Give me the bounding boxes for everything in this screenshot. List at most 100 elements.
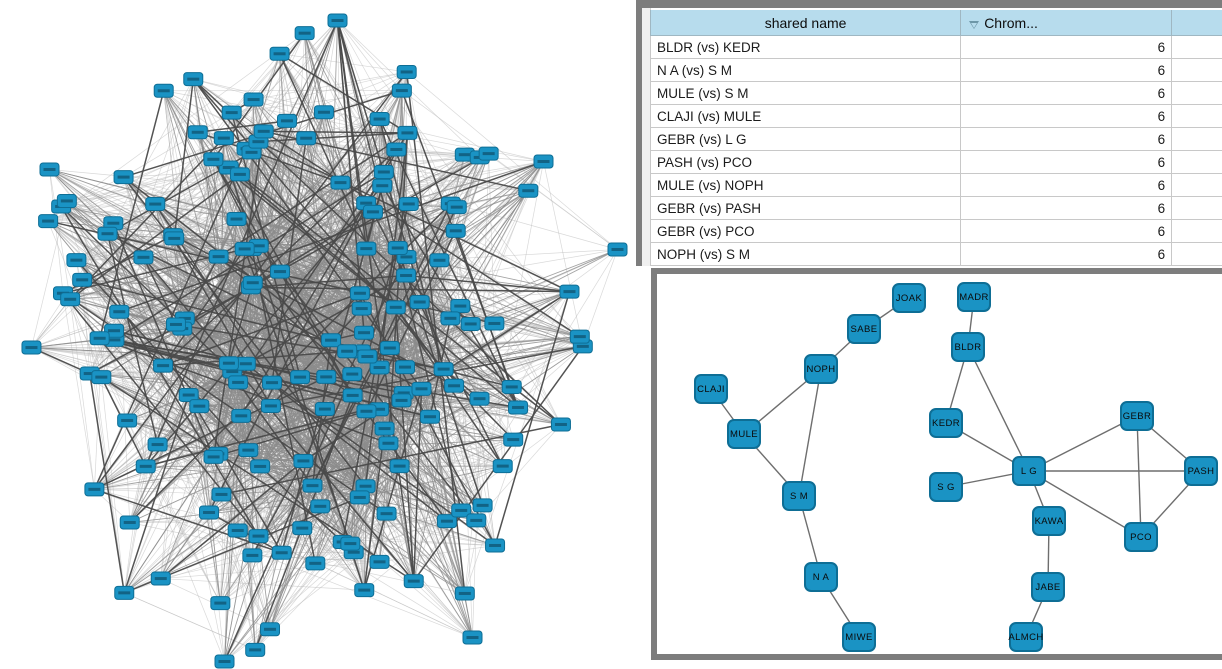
cell-shared_name[interactable]: N A (vs) S M (650, 58, 962, 82)
full-network-node-label (554, 422, 567, 426)
cell-chromosome[interactable]: 6 (960, 127, 1173, 151)
cell-shared_name[interactable]: PASH (vs) PCO (650, 150, 962, 174)
subnetwork-node-bldr[interactable]: BLDR (951, 332, 985, 362)
full-network-node-label (390, 147, 403, 151)
cell-shared_name[interactable]: CLAJI (vs) MULE (650, 104, 962, 128)
full-network-node-label (611, 248, 624, 251)
subnetwork-node-label: GEBR (1122, 410, 1152, 422)
subnetwork-node-pco[interactable]: PCO (1124, 522, 1158, 552)
table-row[interactable]: N A (vs) S M610000000140000006.6 (650, 58, 1222, 82)
subnetwork-canvas[interactable]: CLAJI MULE NOPH SABE JOAK S M N A MIWE MADR BLDR K… (657, 274, 1222, 654)
subnetwork-node-miwe[interactable]: MIWE (842, 622, 876, 652)
subnetwork-node-joak[interactable]: JOAK (892, 283, 926, 313)
subnetwork-node-gebr[interactable]: GEBR (1120, 401, 1154, 431)
subnetwork-node-sg[interactable]: S G (929, 472, 963, 502)
full-network-edge (352, 395, 562, 425)
subnetwork-node-noph[interactable]: NOPH (804, 354, 838, 384)
full-network-node-label (383, 346, 396, 350)
table-row[interactable]: MULE (vs) S M614000000200000007.5 (650, 81, 1222, 105)
table-row[interactable]: NOPH (vs) S M636000000420000009.9 (650, 242, 1222, 266)
subnetwork-node-claji[interactable]: CLAJI (694, 374, 728, 404)
full-network-edge (271, 382, 477, 521)
table-row[interactable]: BLDR (vs) KEDR61170000000192.0 (650, 35, 1222, 59)
cell-shared_name[interactable]: BLDR (vs) KEDR (650, 35, 962, 59)
subnetwork-edge[interactable] (1028, 415, 1138, 472)
subnetwork-node-pash[interactable]: PASH (1184, 456, 1218, 486)
full-network-node-label (139, 464, 152, 468)
full-network-node-label (280, 119, 293, 123)
cell-chromosome[interactable]: 6 (960, 242, 1173, 266)
cell-chromosome[interactable]: 6 (960, 104, 1173, 128)
cell-start_point[interactable]: 30000000 (1171, 127, 1222, 151)
cell-start_point[interactable]: 36000000 (1171, 196, 1222, 220)
table-row[interactable]: GEBR (vs) L G6300000004300000016.9 (650, 127, 1222, 151)
cell-shared_name[interactable]: MULE (vs) S M (650, 81, 962, 105)
full-network-edge (142, 256, 415, 582)
subnetwork-node-sabe[interactable]: SABE (847, 314, 881, 344)
cell-shared_name[interactable]: GEBR (vs) L G (650, 127, 962, 151)
cell-shared_name[interactable]: GEBR (vs) PCO (650, 219, 962, 243)
cell-start_point[interactable]: 1 (1171, 35, 1222, 59)
full-network-edge (237, 149, 397, 383)
full-network-edge (99, 248, 367, 339)
column-header-shared-name[interactable]: shared name (650, 10, 962, 36)
cell-chromosome[interactable]: 6 (960, 196, 1173, 220)
subnetwork-edge[interactable] (967, 346, 1030, 472)
subnetwork-edge[interactable] (1028, 470, 1142, 538)
cell-start_point[interactable]: 25000000 (1171, 104, 1222, 128)
table-scroll-area[interactable]: shared name Chrom... Start po... End poi… (650, 10, 1222, 266)
table-row[interactable]: PASH (vs) PCO6340000004200000011.4 (650, 150, 1222, 174)
cell-chromosome[interactable]: 6 (960, 150, 1173, 174)
subnetwork-node-kawa[interactable]: KAWA (1032, 506, 1066, 536)
table-row[interactable]: GEBR (vs) PCO636000000420000008.4 (650, 219, 1222, 243)
full-network-edge (336, 20, 445, 370)
column-header-chromosome[interactable]: Chrom... (960, 10, 1173, 36)
cell-shared_name[interactable]: NOPH (vs) S M (650, 242, 962, 266)
full-network-node-label (169, 322, 182, 326)
subnetwork-node-sm[interactable]: S M (782, 481, 816, 511)
subnetwork-node-almch[interactable]: ALMCH (1008, 622, 1043, 652)
cell-start_point[interactable]: 36000000 (1171, 242, 1222, 266)
edge-attribute-table[interactable]: shared name Chrom... Start po... End poi… (650, 10, 1222, 266)
full-network-panel[interactable] (0, 0, 636, 669)
table-row[interactable]: MULE (vs) NOPH6350000004200000010.5 (650, 173, 1222, 197)
subnetwork-node-mule[interactable]: MULE (727, 419, 761, 449)
subnetwork-node-kedr[interactable]: KEDR (929, 408, 963, 438)
cell-chromosome[interactable]: 6 (960, 35, 1173, 59)
full-network-edge (145, 185, 383, 467)
full-network-node-label (149, 202, 162, 206)
subnetwork-node-label: CLAJI (697, 383, 725, 395)
full-network-edge (337, 20, 584, 347)
column-header-start-point[interactable]: Start po... (1171, 10, 1222, 36)
cell-shared_name[interactable]: MULE (vs) NOPH (650, 173, 962, 197)
subnetwork-node-lg[interactable]: L G (1012, 456, 1046, 486)
cell-chromosome[interactable]: 6 (960, 58, 1173, 82)
full-network-node-label (391, 246, 404, 250)
cell-start_point[interactable]: 36000000 (1171, 219, 1222, 243)
subnetwork-edge[interactable] (1136, 415, 1142, 538)
subnetwork-node-label: MADR (959, 291, 989, 303)
full-network-edge (239, 174, 409, 205)
cell-start_point[interactable]: 34000000 (1171, 150, 1222, 174)
cell-chromosome[interactable]: 6 (960, 173, 1173, 197)
cell-start_point[interactable]: 35000000 (1171, 173, 1222, 197)
table-row[interactable]: GEBR (vs) PASH636000000420000008.9 (650, 196, 1222, 220)
cell-chromosome[interactable]: 6 (960, 81, 1173, 105)
full-network-node-label (225, 111, 238, 115)
subnetwork-node-madr[interactable]: MADR (957, 282, 991, 312)
full-network-node-label (113, 310, 126, 314)
subnetwork-node-jabe[interactable]: JABE (1031, 572, 1065, 602)
subnetwork-edge[interactable] (798, 368, 822, 497)
table-body[interactable]: BLDR (vs) KEDR61170000000192.0N A (vs) S… (650, 35, 1222, 266)
cell-shared_name[interactable]: GEBR (vs) PASH (650, 196, 962, 220)
cell-start_point[interactable]: 14000000 (1171, 81, 1222, 105)
full-network-node-label (346, 372, 359, 376)
cell-chromosome[interactable]: 6 (960, 219, 1173, 243)
full-network-node-label (400, 255, 413, 259)
full-network-canvas[interactable] (0, 0, 636, 669)
cell-start_point[interactable]: 10000000 (1171, 58, 1222, 82)
full-network-node-label (218, 660, 231, 663)
full-network-node-label (264, 627, 277, 631)
subnetwork-node-na[interactable]: N A (804, 562, 838, 592)
table-row[interactable]: CLAJI (vs) MULE625000000350000005.9 (650, 104, 1222, 128)
